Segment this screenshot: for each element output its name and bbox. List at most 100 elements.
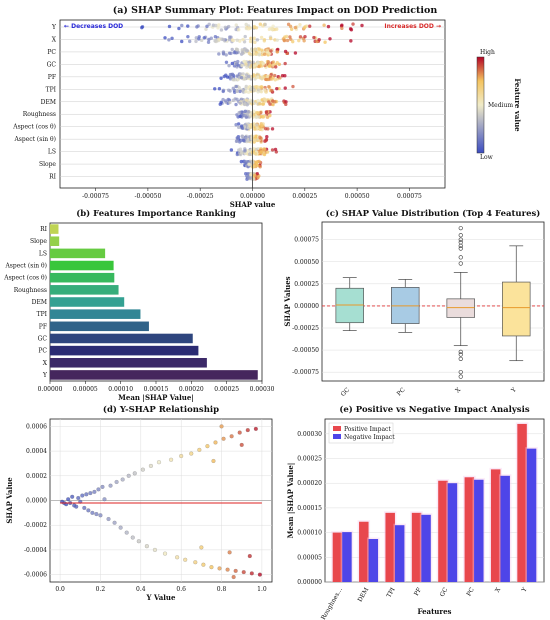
positive-bar — [438, 480, 448, 582]
shap-dot — [258, 22, 263, 26]
chart-b-importance: (b) Features Importance Ranking RI Slope LS… — [3, 208, 274, 402]
shap-dot — [261, 62, 266, 66]
shap-dot — [234, 84, 238, 89]
outlier — [458, 246, 463, 251]
importance-bar — [50, 345, 199, 356]
shap-dot — [195, 25, 199, 29]
shap-dot — [180, 23, 184, 28]
shap-dot — [248, 112, 253, 116]
y-tick-label: 0.00020 — [297, 480, 322, 487]
data-point — [74, 504, 79, 509]
x-tick-label: 0.00015 — [144, 386, 169, 393]
shap-dot — [227, 63, 231, 68]
shap-dot — [235, 113, 239, 117]
x-tick-label: 0.8 — [217, 586, 227, 593]
y-tick-label: 0.00000 — [297, 579, 322, 586]
x-tick-label: 0.00020 — [179, 386, 204, 393]
colorbar-label: Feature value — [513, 78, 522, 132]
shap-dot — [273, 78, 277, 82]
shap-dot — [228, 100, 232, 105]
shap-dot — [194, 39, 198, 44]
shap-dot — [278, 76, 282, 80]
shap-dot — [234, 123, 238, 127]
shap-dot — [282, 38, 287, 43]
shap-dot — [263, 97, 267, 102]
importance-label: X — [43, 360, 48, 367]
shap-dot — [228, 35, 232, 39]
importance-bar — [50, 285, 119, 295]
shap-dot — [231, 78, 236, 82]
shap-dot — [253, 85, 258, 89]
shap-dot — [312, 35, 316, 40]
shap-dot — [237, 85, 241, 90]
importance-bar — [50, 321, 149, 332]
shap-dot — [307, 24, 312, 28]
shap-dot — [248, 39, 253, 44]
shap-dot — [264, 126, 268, 131]
data-point — [98, 513, 103, 518]
shap-dot — [186, 24, 190, 28]
feature-label: RI — [49, 174, 57, 181]
importance-label: DEM — [32, 299, 47, 306]
shap-dot — [270, 88, 274, 93]
shap-dot — [250, 99, 254, 104]
shap-dot — [219, 76, 223, 80]
shap-dot — [283, 86, 287, 90]
shap-dot — [263, 22, 267, 27]
data-point — [213, 440, 218, 445]
data-point — [92, 489, 97, 494]
shap-dot — [351, 22, 355, 26]
feature-label: TPI — [46, 86, 57, 93]
shap-dot — [230, 72, 235, 77]
shap-dot — [221, 50, 226, 54]
data-point — [144, 544, 149, 549]
shap-dot — [214, 23, 218, 28]
chart-c-frame — [321, 221, 545, 382]
shap-dot — [240, 63, 244, 68]
outlier — [458, 261, 463, 266]
shap-dot — [222, 74, 226, 79]
shap-dot — [239, 151, 244, 155]
feature-label: GC — [47, 61, 57, 68]
shap-dot — [224, 53, 228, 57]
shap-dot — [235, 48, 240, 52]
shap-dot — [243, 151, 248, 156]
data-point — [136, 539, 141, 544]
annotation-decreases: ← Decreases DOD — [64, 23, 123, 30]
outlier — [458, 226, 463, 231]
y-tick-label: 0.00025 — [294, 281, 319, 288]
shap-dot — [259, 35, 264, 40]
data-point — [70, 494, 75, 499]
x-tick-label: -0.00025 — [187, 193, 214, 200]
chart-c-ylabel: SHAP Values — [283, 276, 292, 326]
shap-dot — [238, 101, 242, 105]
data-point — [90, 510, 95, 515]
x-tick-label: -0.00050 — [134, 193, 161, 200]
shap-dot — [302, 25, 307, 30]
data-point — [100, 484, 105, 489]
shap-dot — [251, 115, 255, 119]
x-tick-label: 0.00050 — [345, 193, 370, 200]
shap-dot — [247, 51, 252, 56]
y-tick-label: -0.00025 — [292, 325, 319, 332]
shap-dot — [229, 75, 234, 80]
shap-dot — [283, 74, 287, 78]
positive-bar — [517, 423, 527, 582]
x-tick-label: Y — [520, 586, 529, 595]
shap-dot — [206, 40, 211, 44]
shap-dot — [264, 110, 269, 114]
positive-bar — [332, 532, 343, 582]
shap-dot — [237, 140, 242, 144]
shap-dot — [244, 62, 248, 66]
shap-dot — [265, 48, 269, 52]
shap-dot — [303, 34, 307, 39]
y-tick-label: 0.0000 — [26, 498, 47, 505]
feature-label: Aspect (sin θ) — [13, 136, 56, 143]
importance-label: LS — [39, 250, 47, 257]
feature-label: DEM — [41, 99, 56, 106]
shap-dot — [258, 102, 262, 106]
x-tick-label: 0.6 — [176, 586, 186, 593]
importance-label: Aspect (cos θ) — [3, 275, 47, 282]
shap-dot — [167, 38, 171, 42]
shap-dot — [271, 60, 276, 64]
